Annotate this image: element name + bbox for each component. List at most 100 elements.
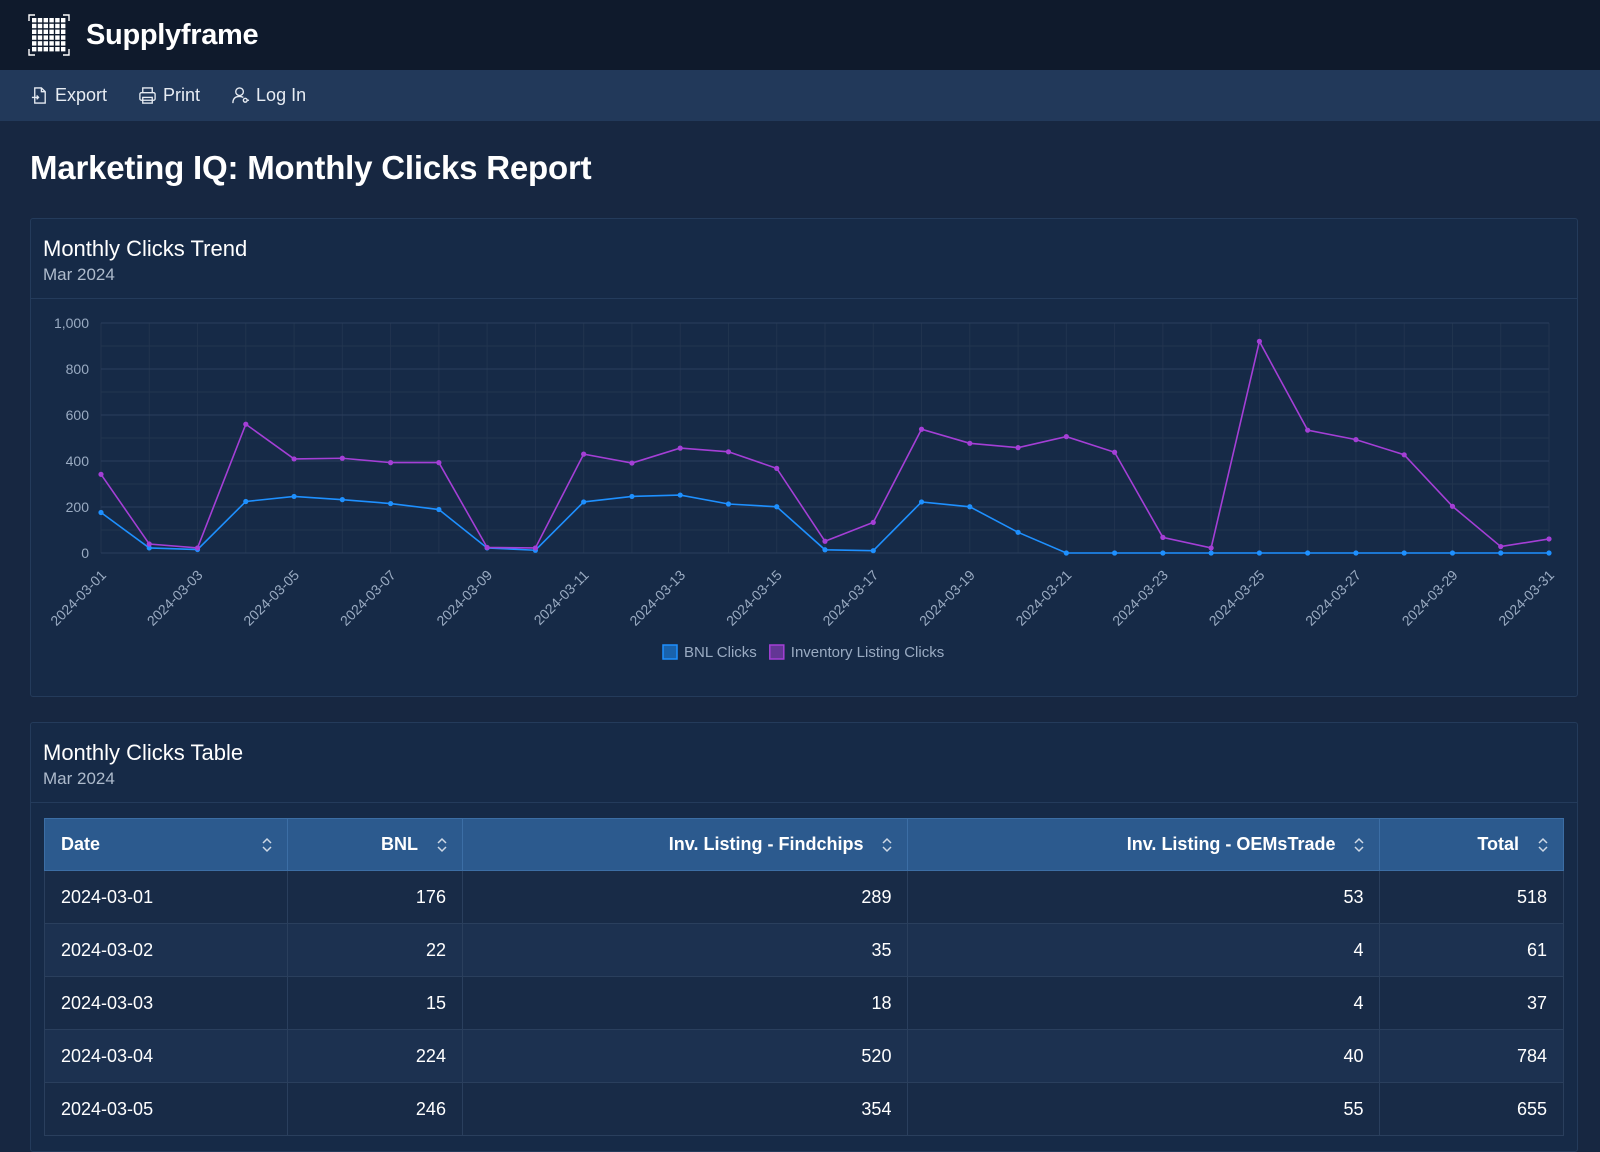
data-point	[388, 460, 394, 466]
data-point	[822, 538, 828, 544]
x-tick-label: 2024-03-23	[1109, 567, 1171, 629]
chart-title: Monthly Clicks Trend	[43, 236, 248, 261]
y-tick-label: 1,000	[54, 315, 89, 331]
data-point	[1546, 536, 1552, 542]
x-tick-label: 2024-03-21	[1012, 567, 1074, 629]
column-header-date[interactable]: Date	[44, 818, 288, 871]
cell-bnl: 246	[286, 1082, 463, 1136]
data-point	[870, 519, 876, 526]
data-point	[484, 544, 490, 551]
data-point	[629, 460, 635, 466]
data-point	[725, 449, 732, 455]
data-point	[1353, 437, 1359, 443]
data-point	[194, 545, 201, 551]
export-label: Export	[55, 85, 108, 105]
data-point	[1208, 550, 1214, 556]
cell-date: 2024-03-01	[44, 870, 288, 924]
cell-findchips: 289	[461, 870, 909, 924]
data-point	[1449, 503, 1456, 509]
y-tick-label: 400	[66, 453, 90, 469]
x-tick-label: 2024-03-29	[1399, 567, 1461, 629]
data-point	[1498, 543, 1504, 550]
legend-swatch	[662, 644, 678, 660]
data-point	[436, 506, 442, 513]
cell-findchips: 18	[461, 976, 909, 1030]
data-point	[1305, 427, 1311, 433]
data-point	[870, 548, 876, 554]
sort-icon[interactable]	[881, 836, 893, 854]
table-card-header: Monthly Clicks Table Mar 2024	[31, 723, 1577, 803]
data-point	[629, 493, 635, 500]
export-button[interactable]: Export	[30, 85, 107, 106]
cell-oemstrade: 4	[907, 976, 1381, 1030]
login-label: Log In	[256, 85, 307, 105]
cell-findchips: 520	[461, 1029, 909, 1083]
cell-bnl: 224	[286, 1029, 463, 1083]
data-point	[967, 504, 973, 510]
column-header-oemstrade[interactable]: Inv. Listing - OEMsTrade	[907, 818, 1381, 871]
cell-oemstrade: 53	[907, 870, 1381, 924]
y-tick-label: 0	[81, 545, 89, 561]
table-row: 2024-03-05 246 354 55 655	[44, 1082, 1564, 1136]
data-point	[1401, 452, 1407, 458]
y-tick-label: 200	[66, 499, 90, 515]
column-header-label: Inv. Listing - Findchips	[668, 834, 864, 854]
x-tick-label: 2024-03-15	[723, 567, 785, 629]
x-tick-label: 2024-03-27	[1302, 567, 1364, 629]
cell-total: 655	[1379, 1082, 1564, 1136]
data-point	[1498, 550, 1504, 556]
page-title: Marketing IQ: Monthly Clicks Report	[30, 149, 592, 186]
data-point	[918, 426, 925, 432]
sort-icon[interactable]	[261, 836, 273, 854]
data-point	[146, 541, 152, 547]
data-point	[98, 509, 104, 516]
x-tick-label: 2024-03-13	[626, 567, 688, 629]
sort-icon[interactable]	[1537, 836, 1549, 854]
data-point	[98, 471, 104, 477]
cell-total: 37	[1379, 976, 1564, 1030]
table-row: 2024-03-02 22 35 4 61	[44, 923, 1564, 977]
x-tick-label: 2024-03-17	[819, 567, 881, 629]
sort-icon[interactable]	[1353, 836, 1365, 854]
chart-subtitle: Mar 2024	[43, 265, 115, 284]
cell-oemstrade: 4	[907, 923, 1381, 977]
clicks-table: Date BNL Inv. Listing - Findchips Inv. L…	[44, 818, 1564, 1136]
data-point	[339, 455, 345, 461]
legend-swatch	[769, 644, 785, 660]
data-point	[1305, 550, 1311, 556]
data-point	[725, 501, 732, 507]
brand-name[interactable]: Supplyframe	[86, 18, 259, 51]
data-point	[388, 500, 394, 507]
column-header-bnl[interactable]: BNL	[286, 818, 463, 871]
login-button[interactable]: Log In	[231, 85, 306, 106]
printer-icon	[139, 87, 156, 104]
data-point	[1449, 550, 1456, 556]
y-tick-label: 800	[66, 361, 90, 377]
cell-findchips: 35	[461, 923, 909, 977]
data-point	[291, 456, 297, 462]
sort-icon[interactable]	[436, 836, 448, 854]
column-header-total[interactable]: Total	[1379, 818, 1564, 871]
x-tick-label: 2024-03-25	[1206, 567, 1268, 629]
toolbar: Export Print Log In	[0, 70, 1600, 121]
data-point	[1546, 550, 1552, 556]
table-header-row: Date BNL Inv. Listing - Findchips Inv. L…	[44, 818, 1564, 871]
supplyframe-logo-icon[interactable]	[28, 14, 70, 56]
cell-bnl: 176	[286, 870, 463, 924]
data-point	[1401, 550, 1407, 556]
column-header-findchips[interactable]: Inv. Listing - Findchips	[461, 818, 909, 871]
x-tick-label: 2024-03-03	[144, 567, 206, 629]
data-point	[822, 547, 828, 553]
column-header-label: BNL	[380, 834, 418, 854]
legend-label: Inventory Listing Clicks	[791, 644, 944, 661]
data-point	[581, 451, 587, 457]
data-point	[146, 545, 152, 551]
data-point	[581, 499, 587, 505]
x-tick-label: 2024-03-07	[337, 567, 399, 629]
data-point	[1112, 550, 1118, 556]
cell-date: 2024-03-05	[44, 1082, 288, 1136]
print-button[interactable]: Print	[138, 85, 200, 106]
column-header-label: Inv. Listing - OEMsTrade	[1126, 834, 1336, 854]
cell-oemstrade: 55	[907, 1082, 1381, 1136]
table-row: 2024-03-04 224 520 40 784	[44, 1029, 1564, 1083]
